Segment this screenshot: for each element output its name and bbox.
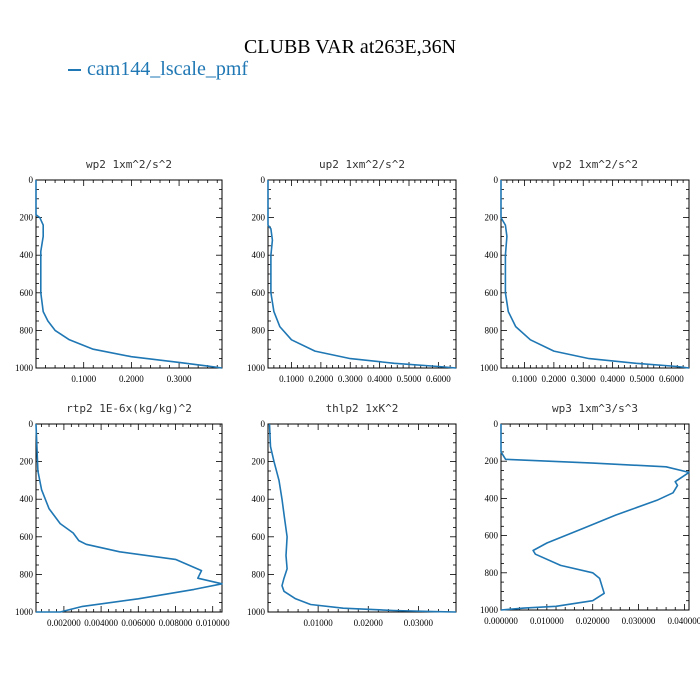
panel-3: rtp2 1E-6x(kg/kg)^2 0 200 400 600 800 1000 0.00… <box>15 402 230 628</box>
x-tick-label: 0.030000 <box>622 616 656 626</box>
y-tick-label: 600 <box>485 288 499 298</box>
x-tick-label: 0.010000 <box>196 618 230 628</box>
y-tick-label: 200 <box>252 213 266 223</box>
figure-title: CLUBB VAR at263E,36N <box>243 36 457 58</box>
series-line-0 <box>268 423 457 613</box>
x-tick-label: 0.004000 <box>84 618 118 628</box>
panel-title: rtp2 1E-6x(kg/kg)^2 <box>66 402 192 415</box>
y-tick-label: 0 <box>261 419 266 429</box>
panel-title: vp2 1xm^2/s^2 <box>552 158 638 171</box>
panel-title: wp2 1xm^2/s^2 <box>86 158 172 171</box>
panel-5: wp3 1xm^3/s^3 0 200 400 600 800 10000.000000 0.… <box>480 402 700 626</box>
y-tick-label: 200 <box>485 456 499 466</box>
y-tick-label: 400 <box>485 250 499 260</box>
panel-1: up2 1xm^2/s^2 0 200 400 600 800 1000 0.1000 0.20… <box>247 158 457 384</box>
x-tick-label: 0.002000 <box>47 618 81 628</box>
y-tick-label: 600 <box>20 288 34 298</box>
x-tick-label: 0.3000 <box>167 374 192 384</box>
y-tick-label: 400 <box>485 493 499 503</box>
y-tick-label: 400 <box>252 250 266 260</box>
x-tick-label: 0.4000 <box>367 374 392 384</box>
y-tick-label: 800 <box>20 325 34 335</box>
legend-label: cam144_lscale_pmf <box>87 58 249 80</box>
x-tick-label: 0.2000 <box>309 374 334 384</box>
series-line-0 <box>35 423 223 613</box>
x-tick-label: 0.3000 <box>338 374 363 384</box>
series-line-0 <box>500 180 690 369</box>
x-tick-label: 0.008000 <box>159 618 193 628</box>
series-line-0 <box>35 180 223 369</box>
x-tick-label: 0.040000 <box>668 616 700 626</box>
y-tick-label: 0 <box>494 419 499 429</box>
panel-frame <box>267 423 457 613</box>
panel-title: wp3 1xm^3/s^3 <box>552 402 638 415</box>
y-tick-label: 1000 <box>15 363 34 373</box>
y-tick-label: 1000 <box>480 363 499 373</box>
x-tick-label: 0.02000 <box>354 618 384 628</box>
x-tick-label: 0.03000 <box>404 618 434 628</box>
x-tick-label: 0.01000 <box>304 618 334 628</box>
y-tick-label: 400 <box>20 250 34 260</box>
legend: cam144_lscale_pmf <box>68 58 248 81</box>
x-tick-label: 0.020000 <box>576 616 610 626</box>
x-tick-label: 0.6000 <box>426 374 451 384</box>
y-tick-label: 600 <box>485 531 499 541</box>
x-tick-label: 0.2000 <box>542 374 567 384</box>
y-tick-label: 400 <box>252 494 266 504</box>
legend-line-swatch <box>68 69 81 72</box>
y-tick-label: 800 <box>252 569 266 579</box>
panel-4: thlp2 1xK^2 0 200 400 600 800 1000 0.01000 0.020… <box>247 402 457 628</box>
series-line-0 <box>267 180 457 369</box>
y-tick-label: 0 <box>29 175 34 185</box>
y-tick-label: 600 <box>252 532 266 542</box>
y-tick-label: 600 <box>252 288 266 298</box>
panel-title: thlp2 1xK^2 <box>326 402 399 415</box>
panel-frame <box>267 179 457 369</box>
x-tick-label: 0.4000 <box>600 374 625 384</box>
y-tick-label: 800 <box>252 325 266 335</box>
x-tick-label: 0.5000 <box>630 374 655 384</box>
y-tick-label: 1000 <box>15 607 34 617</box>
y-tick-label: 200 <box>485 213 499 223</box>
x-tick-label: 0.3000 <box>571 374 596 384</box>
x-tick-label: 0.010000 <box>530 616 564 626</box>
x-tick-label: 0.000000 <box>484 616 518 626</box>
x-tick-label: 0.006000 <box>121 618 155 628</box>
y-tick-label: 1000 <box>247 363 266 373</box>
panel-frame <box>35 423 223 613</box>
x-tick-label: 0.5000 <box>397 374 422 384</box>
panel-frame <box>500 423 690 611</box>
y-tick-label: 200 <box>20 457 34 467</box>
y-tick-label: 800 <box>485 325 499 335</box>
y-tick-label: 200 <box>252 457 266 467</box>
x-tick-label: 0.1000 <box>71 374 96 384</box>
y-tick-label: 600 <box>20 532 34 542</box>
y-tick-label: 800 <box>485 568 499 578</box>
y-tick-label: 200 <box>20 213 34 223</box>
series-line-0 <box>500 424 690 611</box>
y-tick-label: 0 <box>29 419 34 429</box>
x-tick-label: 0.1000 <box>279 374 304 384</box>
y-tick-label: 400 <box>20 494 34 504</box>
x-tick-label: 0.2000 <box>119 374 144 384</box>
y-tick-label: 1000 <box>247 607 266 617</box>
x-tick-label: 0.6000 <box>659 374 684 384</box>
y-tick-label: 1000 <box>480 605 499 615</box>
panel-frame <box>35 179 223 369</box>
panel-frame <box>500 179 690 369</box>
panel-2: vp2 1xm^2/s^2 0 200 400 600 800 1000 0.1000 0.20… <box>480 158 690 384</box>
y-tick-label: 0 <box>261 175 266 185</box>
x-tick-label: 0.1000 <box>512 374 537 384</box>
panel-0: wp2 1xm^2/s^2 0 200 400 600 800 1000 0.1000 0.20… <box>15 158 223 384</box>
panel-title: up2 1xm^2/s^2 <box>319 158 405 171</box>
y-tick-label: 800 <box>20 569 34 579</box>
y-tick-label: 0 <box>494 175 499 185</box>
